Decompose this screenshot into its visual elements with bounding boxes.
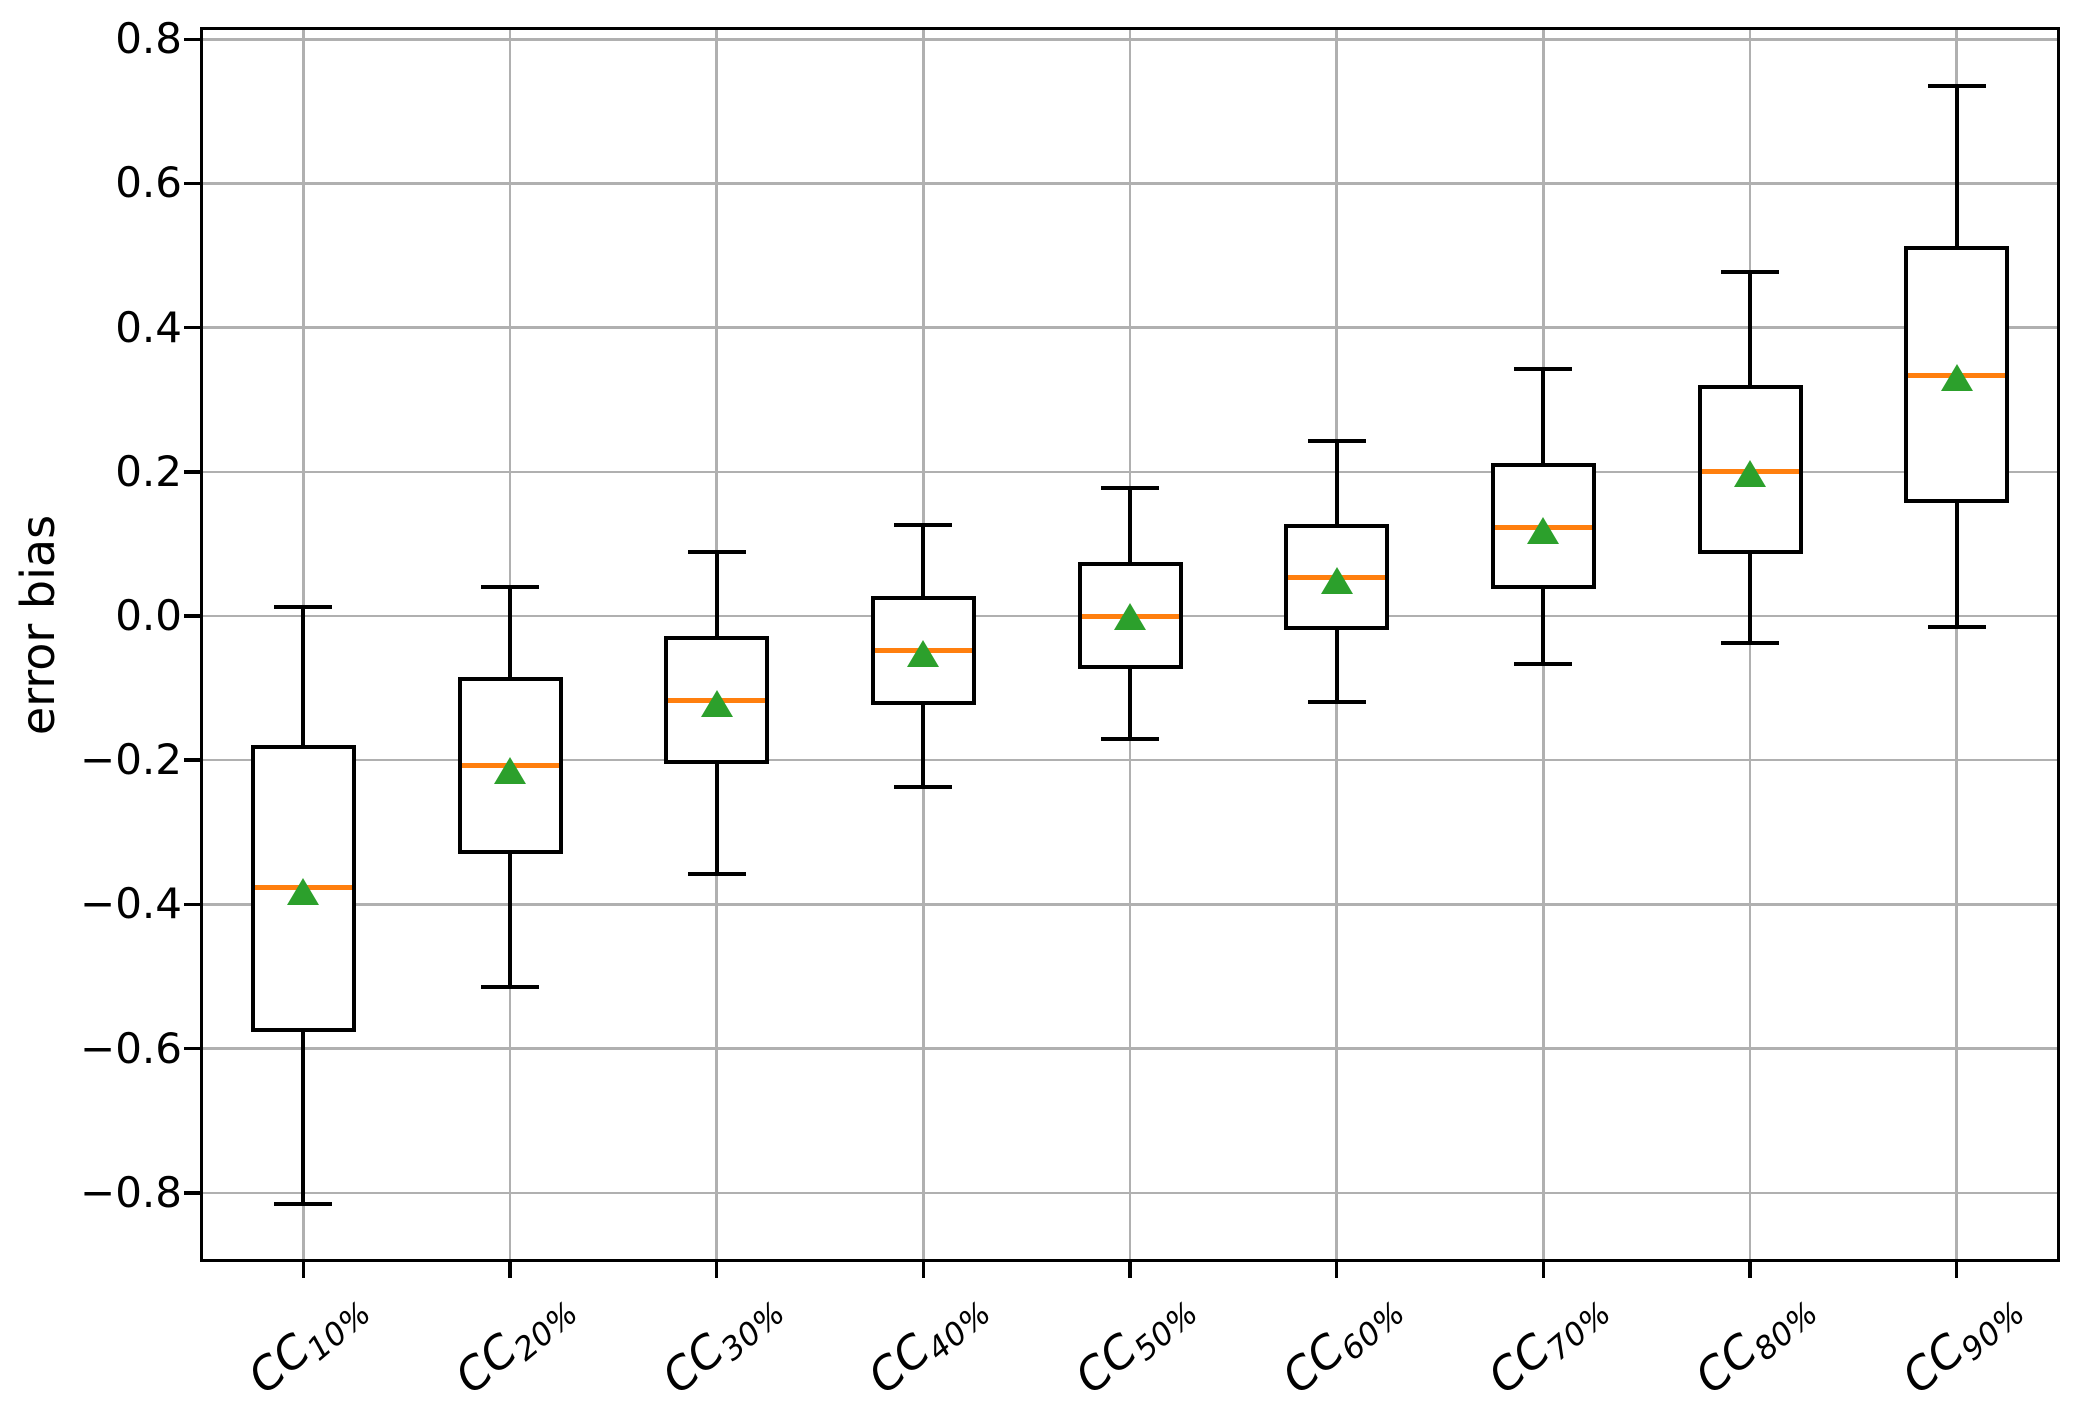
- lower-whisker-cap: [687, 872, 746, 877]
- y-tick-mark: [184, 758, 200, 762]
- y-tick-label: −0.4: [80, 879, 182, 929]
- upper-whisker-cap: [1927, 84, 1986, 89]
- x-gridline: [1955, 27, 1958, 1262]
- y-tick-label: 0.2: [115, 446, 182, 496]
- mean-marker: [1114, 603, 1146, 631]
- x-tick-mark: [1334, 1262, 1339, 1278]
- x-tick-label: CC60%: [1272, 1277, 1412, 1408]
- x-tick-mark: [1954, 1262, 1959, 1278]
- x-tick-label: CC40%: [858, 1277, 998, 1408]
- lower-whisker-line: [508, 853, 512, 988]
- x-tick-mark: [1748, 1262, 1752, 1278]
- upper-whisker-cap: [274, 604, 333, 609]
- y-tick-mark: [184, 902, 200, 907]
- y-tick-label: 0.6: [115, 158, 182, 208]
- upper-whisker-cap: [1514, 366, 1573, 371]
- y-tick-mark: [184, 1046, 200, 1051]
- x-tick-mark: [714, 1262, 719, 1278]
- upper-whisker-cap: [481, 585, 539, 590]
- upper-whisker-line: [714, 551, 719, 637]
- upper-whisker-cap: [687, 549, 746, 554]
- upper-whisker-line: [1334, 440, 1339, 524]
- y-tick-label: 0.8: [115, 14, 182, 64]
- y-tick-label: 0.4: [115, 302, 182, 352]
- x-tick-label: CC20%: [445, 1277, 585, 1408]
- y-tick-mark: [184, 614, 200, 618]
- x-tick-label: CC10%: [238, 1277, 378, 1408]
- y-tick-mark: [184, 470, 200, 474]
- upper-whisker-cap: [1721, 270, 1779, 275]
- x-tick-mark: [1541, 1262, 1546, 1278]
- upper-whisker-line: [508, 587, 512, 678]
- x-tick-mark: [508, 1262, 512, 1278]
- x-tick-label: CC50%: [1065, 1277, 1205, 1408]
- lower-whisker-line: [1748, 554, 1752, 643]
- upper-whisker-line: [921, 525, 926, 596]
- lower-whisker-cap: [1307, 699, 1366, 704]
- mean-marker: [287, 878, 320, 906]
- upper-whisker-cap: [1101, 486, 1159, 491]
- mean-marker: [494, 756, 526, 784]
- lower-whisker-line: [301, 1032, 306, 1204]
- lower-whisker-line: [1128, 668, 1132, 740]
- mean-marker: [1734, 460, 1766, 488]
- lower-whisker-cap: [1721, 640, 1779, 645]
- x-tick-label: CC30%: [652, 1277, 792, 1408]
- upper-whisker-line: [1954, 86, 1959, 247]
- y-tick-label: 0.0: [115, 591, 182, 641]
- y-tick-mark: [184, 1191, 200, 1195]
- upper-whisker-line: [301, 606, 306, 746]
- lower-whisker-cap: [894, 784, 953, 789]
- y-tick-label: −0.6: [80, 1023, 182, 1073]
- x-tick-label: CC80%: [1685, 1277, 1825, 1408]
- y-tick-label: −0.2: [80, 735, 182, 785]
- lower-whisker-line: [921, 704, 926, 787]
- x-tick-mark: [301, 1262, 306, 1278]
- lower-whisker-cap: [1514, 662, 1573, 667]
- plot-area: [200, 27, 2060, 1262]
- upper-whisker-line: [1748, 272, 1752, 386]
- lower-whisker-cap: [274, 1201, 333, 1206]
- mean-marker: [700, 690, 733, 718]
- y-tick-mark: [184, 181, 200, 186]
- mean-marker: [1527, 516, 1560, 544]
- x-tick-label: CC70%: [1478, 1277, 1618, 1408]
- lower-whisker-line: [1541, 589, 1546, 665]
- x-tick-mark: [921, 1262, 926, 1278]
- upper-whisker-line: [1128, 488, 1132, 562]
- y-tick-mark: [184, 37, 200, 41]
- mean-marker: [907, 639, 940, 667]
- lower-whisker-line: [1334, 630, 1339, 702]
- lower-whisker-cap: [1927, 624, 1986, 629]
- upper-whisker-cap: [894, 523, 953, 528]
- lower-whisker-line: [714, 763, 719, 875]
- lower-whisker-line: [1954, 502, 1959, 627]
- y-tick-mark: [184, 325, 200, 330]
- mean-marker: [1940, 363, 1973, 391]
- upper-whisker-line: [1541, 368, 1546, 464]
- x-tick-mark: [1128, 1262, 1132, 1278]
- upper-whisker-cap: [1307, 438, 1366, 443]
- y-tick-label: −0.8: [80, 1167, 182, 1217]
- mean-marker: [1320, 566, 1353, 594]
- lower-whisker-cap: [481, 985, 539, 990]
- x-tick-label: CC90%: [1892, 1277, 2032, 1408]
- lower-whisker-cap: [1101, 737, 1159, 742]
